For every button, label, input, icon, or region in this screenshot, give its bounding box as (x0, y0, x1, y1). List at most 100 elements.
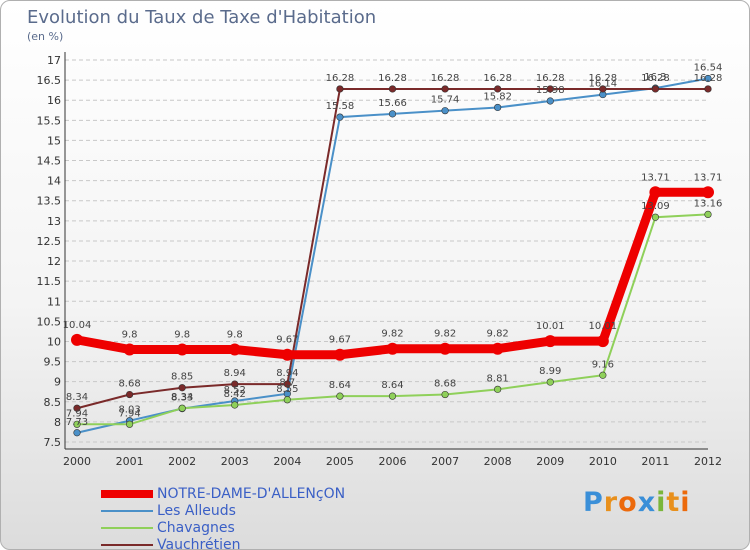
data-label-vauchretien: 16.28 (536, 73, 565, 84)
data-point-vauchretien (546, 85, 554, 93)
data-point-notre-dame-d-allencon (281, 348, 294, 361)
data-label-chavagnes: 8.34 (171, 392, 193, 403)
data-label-notre-dame-d-allencon: 10.01 (536, 321, 565, 332)
y-tick-label: 7.5 (44, 436, 62, 449)
data-label-chavagnes: 13.09 (641, 201, 670, 212)
data-label-les-alleuds: 16.3 (644, 72, 666, 83)
data-point-vauchretien (336, 85, 344, 93)
y-tick-label: 16 (47, 94, 61, 107)
data-point-chavagnes (336, 392, 344, 400)
data-point-chavagnes (651, 213, 660, 221)
data-point-vauchretien (283, 380, 291, 388)
legend-label: Chavagnes (157, 519, 235, 536)
logo-letter: i (680, 487, 691, 518)
y-tick-label: 14 (47, 175, 61, 188)
data-label-vauchretien: 8.68 (118, 379, 140, 390)
data-label-les-alleuds: 15.58 (326, 101, 355, 112)
data-point-vauchretien (599, 85, 607, 93)
data-label-les-alleuds: 7.73 (66, 417, 88, 428)
data-label-vauchretien: 16.28 (641, 73, 670, 84)
data-point-les-alleuds (388, 110, 397, 118)
chart-subtitle: (en %) (27, 30, 64, 43)
data-point-chavagnes (494, 385, 502, 393)
data-label-les-alleuds: 15.74 (431, 95, 460, 106)
data-label-vauchretien: 16.28 (378, 73, 407, 84)
data-point-vauchretien (178, 384, 186, 392)
data-label-vauchretien: 16.28 (326, 73, 355, 84)
data-label-les-alleuds: 8.33 (171, 393, 193, 404)
data-label-vauchretien: 8.94 (224, 368, 246, 379)
x-tick-label: 2007 (431, 455, 459, 468)
legend-item-les-alleuds: Les Alleuds (101, 502, 345, 519)
data-point-chavagnes (546, 378, 554, 386)
data-label-chavagnes: 7.94 (66, 408, 88, 419)
series-lines (71, 74, 714, 437)
data-label-notre-dame-d-allencon: 10.04 (63, 320, 92, 331)
data-label-les-alleuds: 15.98 (536, 85, 565, 96)
data-point-notre-dame-d-allencon (386, 342, 399, 355)
data-label-notre-dame-d-allencon: 13.71 (641, 172, 670, 183)
data-label-chavagnes: 8.55 (276, 384, 298, 395)
x-tick-label: 2011 (641, 455, 669, 468)
data-label-vauchretien: 16.28 (694, 73, 723, 84)
y-tick-label: 8.5 (44, 396, 62, 409)
data-label-les-alleuds: 15.66 (378, 98, 407, 109)
data-point-chavagnes (704, 210, 712, 219)
data-label-notre-dame-d-allencon: 9.67 (276, 335, 298, 346)
legend-swatch-les-alleuds (101, 509, 153, 512)
data-point-vauchretien (388, 85, 397, 93)
data-label-les-alleuds: 16.14 (589, 79, 618, 90)
x-tick-label: 2004 (273, 455, 301, 468)
chart-title: Evolution du Taux de Taxe d'Habitation (27, 7, 377, 28)
data-point-vauchretien (494, 85, 502, 93)
y-tick-label: 11.5 (37, 275, 62, 288)
data-label-notre-dame-d-allencon: 9.67 (329, 335, 351, 346)
data-label-notre-dame-d-allencon: 9.8 (174, 330, 190, 341)
legend-item-vauchretien: Vauchrétien (101, 536, 345, 549)
data-point-notre-dame-d-allencon (702, 186, 714, 199)
data-point-les-alleuds (704, 74, 712, 83)
logo-letter: i (656, 487, 667, 518)
data-label-les-alleuds: 8.03 (118, 405, 140, 416)
data-label-chavagnes: 13.16 (694, 198, 723, 209)
data-label-notre-dame-d-allencon: 9.8 (227, 330, 243, 341)
data-label-chavagnes: 8.68 (434, 379, 456, 390)
data-label-les-alleuds: 16.54 (694, 62, 723, 73)
data-point-les-alleuds (441, 107, 449, 115)
legend: NOTRE-DAME-D'ALLENçON Les Alleuds Chavag… (101, 485, 345, 549)
y-tick-label: 15.5 (37, 114, 62, 127)
data-label-notre-dame-d-allencon: 9.82 (381, 329, 403, 340)
y-tick-label: 17 (47, 54, 61, 67)
legend-item-notre-dame: NOTRE-DAME-D'ALLENçON (101, 485, 345, 502)
data-point-notre-dame-d-allencon (596, 335, 609, 348)
y-tick-label: 13 (47, 215, 61, 228)
data-point-les-alleuds (73, 429, 81, 437)
data-label-vauchretien: 16.28 (431, 73, 460, 84)
data-point-notre-dame-d-allencon (491, 342, 504, 355)
data-point-vauchretien (73, 404, 81, 412)
data-label-chavagnes: 9.16 (592, 359, 614, 370)
data-label-vauchretien: 8.85 (171, 372, 193, 383)
y-tick-label: 11 (47, 295, 61, 308)
x-tick-label: 2012 (694, 455, 722, 468)
data-point-vauchretien (704, 85, 712, 93)
y-tick-label: 10 (47, 335, 61, 348)
legend-label: NOTRE-DAME-D'ALLENçON (157, 485, 346, 502)
y-tick-label: 9 (54, 376, 61, 389)
data-label-chavagnes: 8.64 (329, 380, 351, 391)
data-point-chavagnes (283, 396, 291, 404)
data-point-notre-dame-d-allencon (439, 342, 452, 355)
legend-swatch-notre-dame (101, 489, 153, 498)
y-tick-label: 13.5 (37, 195, 62, 208)
data-point-vauchretien (231, 380, 239, 388)
data-label-vauchretien: 8.34 (66, 392, 88, 403)
data-label-notre-dame-d-allencon: 9.82 (487, 329, 509, 340)
data-labels: 7.73 8.03 8.33 8.52 8.7 15.58 15.66 15.74 15.82 1… (63, 62, 723, 427)
y-tick-label: 15 (47, 134, 61, 147)
y-tick-label: 16.5 (37, 74, 62, 87)
logo-letter: o (618, 487, 638, 518)
y-tick-label: 14.5 (37, 155, 62, 168)
logo-letter: r (603, 487, 619, 518)
data-point-notre-dame-d-allencon (333, 348, 346, 361)
